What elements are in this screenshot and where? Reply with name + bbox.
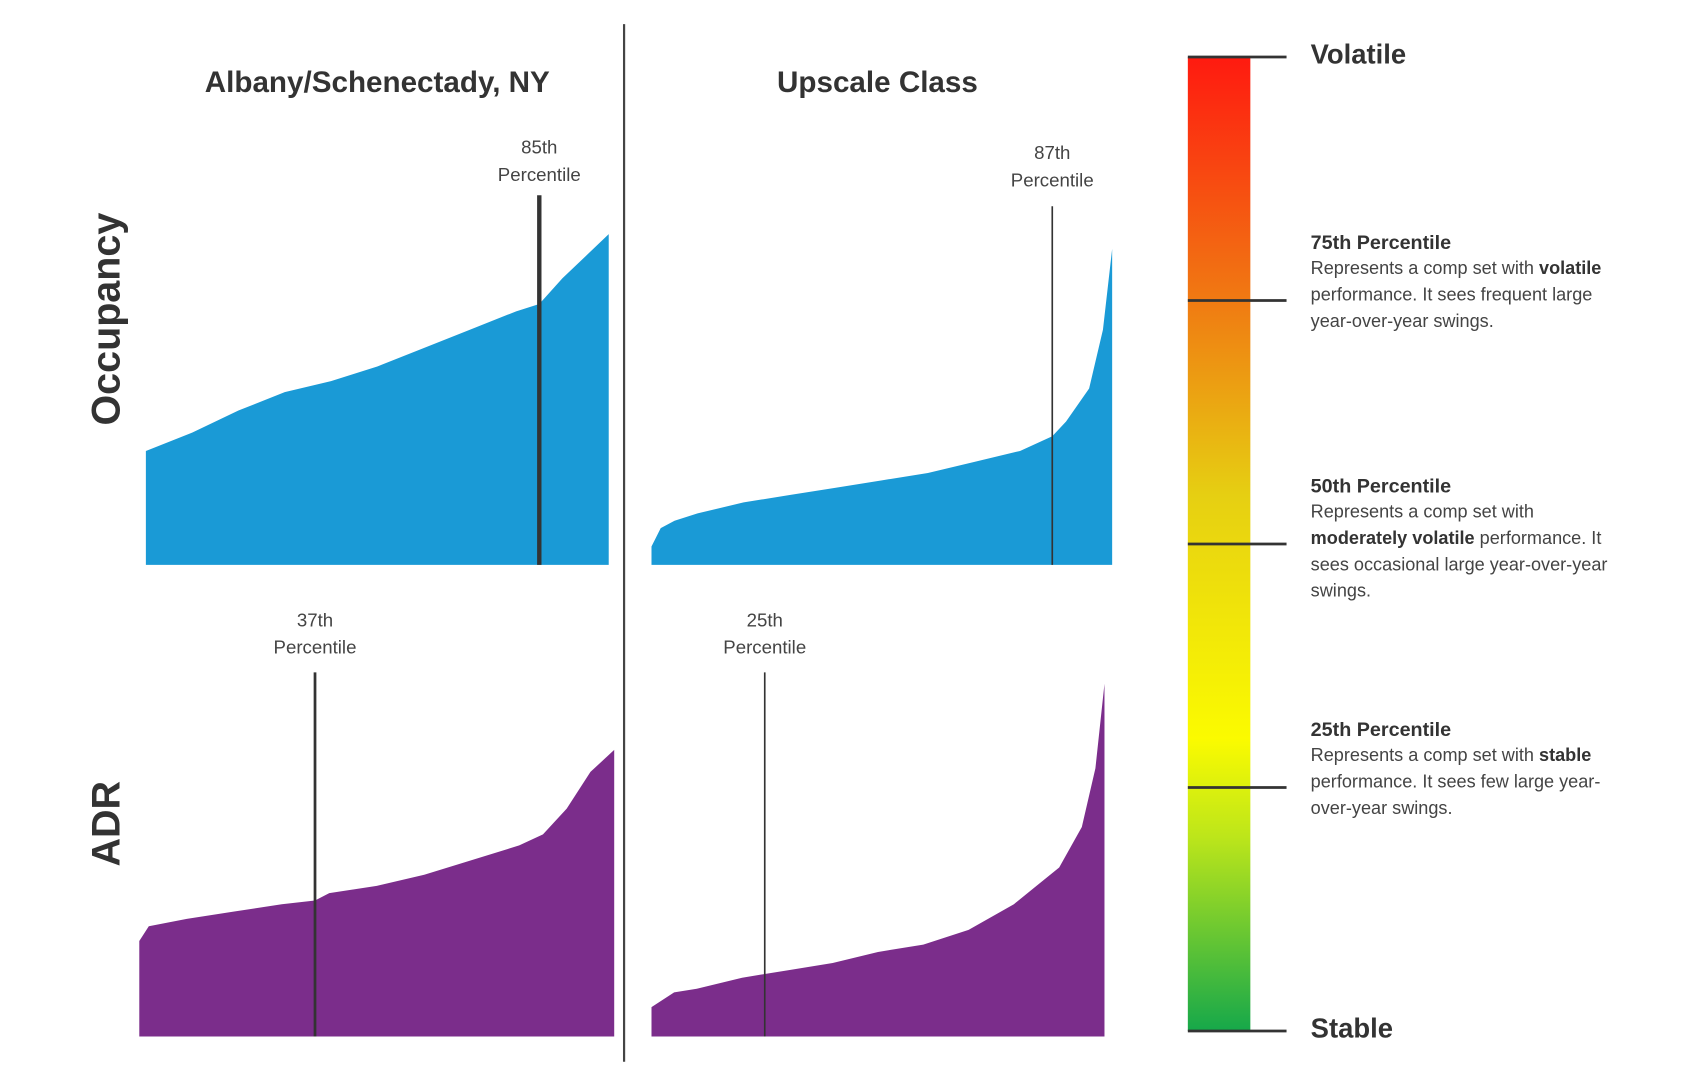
level-description: 50th Percentile Represents a comp set wit… — [1311, 473, 1613, 605]
text: Represents a comp set with — [1310, 258, 1540, 279]
area — [651, 248, 1113, 565]
text: Represents a comp set with — [1310, 502, 1534, 523]
level-description: 75th Percentile Represents a comp set wit… — [1311, 229, 1613, 334]
emphasis: stable — [1539, 745, 1592, 766]
row-title: Occupancy — [83, 212, 129, 426]
text: Represents a comp set with — [1310, 745, 1540, 766]
percentile-label: 85th Percentile — [497, 137, 581, 186]
level-title: 50th Percentile — [1310, 474, 1452, 497]
percentile-label: 37th Percentile — [273, 609, 357, 659]
emphasis: moderately volatile — [1310, 528, 1475, 549]
level-text: Represents a comp set with moderately vo… — [1311, 499, 1613, 604]
scale-top-label: Volatile — [1310, 39, 1407, 71]
area — [145, 234, 609, 565]
percentile-label: 25th Percentile — [723, 609, 807, 659]
text: performance. It sees frequent large year… — [1310, 285, 1593, 332]
level-text: Represents a comp set with stable perfor… — [1311, 743, 1613, 822]
scale-bottom-label: Stable — [1310, 1013, 1393, 1045]
column-title: Upscale Class — [777, 65, 978, 99]
row-title: ADR — [83, 780, 129, 867]
text: performance. It sees few large year-over… — [1310, 772, 1601, 819]
emphasis: volatile — [1539, 258, 1602, 279]
percentile-label: 87th Percentile — [1010, 142, 1094, 191]
level-title: 75th Percentile — [1310, 231, 1452, 254]
column-title: Albany/Schenectady, NY — [204, 65, 550, 99]
level-title: 25th Percentile — [1310, 718, 1452, 741]
level-description: 25th Percentile Represents a comp set wit… — [1311, 716, 1613, 821]
text: performance. It sees occasional large ye… — [1310, 528, 1608, 602]
area — [139, 749, 615, 1037]
level-text: Represents a comp set with volatile perf… — [1311, 256, 1613, 335]
area — [651, 683, 1105, 1037]
